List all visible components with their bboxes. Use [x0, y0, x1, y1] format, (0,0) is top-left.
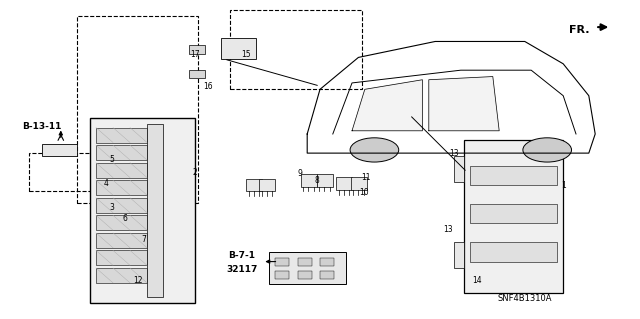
Bar	[269, 252, 346, 284]
Bar	[96, 215, 147, 230]
Bar	[221, 38, 256, 59]
Bar	[90, 118, 195, 303]
Polygon shape	[429, 77, 499, 131]
Bar	[246, 179, 262, 191]
Text: 10: 10	[358, 189, 369, 197]
Text: 8: 8	[314, 176, 319, 185]
Text: 11: 11	[362, 173, 371, 182]
Bar	[96, 250, 147, 265]
Text: 17: 17	[190, 50, 200, 59]
Polygon shape	[352, 80, 422, 131]
Bar	[470, 242, 557, 262]
Bar	[96, 145, 147, 160]
Text: 1: 1	[561, 181, 566, 189]
Text: 5: 5	[109, 155, 115, 164]
Bar	[259, 179, 275, 191]
Text: 12: 12	[133, 276, 142, 285]
Bar	[189, 70, 205, 78]
Bar	[42, 144, 77, 156]
Text: SNF4B1310A: SNF4B1310A	[497, 294, 552, 303]
Text: 2: 2	[193, 168, 198, 177]
Bar	[470, 204, 557, 223]
Bar	[317, 174, 333, 187]
Bar	[77, 16, 198, 203]
Bar	[454, 156, 464, 182]
Bar	[275, 258, 289, 266]
Bar	[464, 140, 563, 293]
Bar	[189, 45, 205, 54]
Bar	[96, 128, 147, 143]
Text: 6: 6	[122, 214, 127, 223]
Bar	[230, 10, 362, 89]
Bar	[147, 124, 163, 297]
Bar	[301, 174, 317, 187]
Bar	[96, 268, 147, 283]
Bar	[96, 198, 147, 213]
Bar	[29, 153, 93, 191]
Text: B-7-1: B-7-1	[228, 251, 255, 260]
Circle shape	[350, 138, 399, 162]
Bar	[320, 271, 334, 279]
Text: 7: 7	[141, 235, 147, 244]
Text: 13: 13	[449, 149, 460, 158]
Text: 13: 13	[443, 225, 453, 234]
Circle shape	[523, 138, 572, 162]
Bar	[96, 180, 147, 195]
Bar	[454, 242, 464, 268]
Bar	[298, 258, 312, 266]
Bar	[275, 271, 289, 279]
Bar	[96, 163, 147, 178]
Text: 32117: 32117	[226, 265, 258, 274]
Bar	[298, 271, 312, 279]
Text: FR.: FR.	[569, 25, 589, 35]
Text: 3: 3	[109, 203, 115, 212]
Text: 15: 15	[241, 50, 252, 59]
Text: 16: 16	[203, 82, 213, 91]
Bar	[470, 166, 557, 185]
Text: 14: 14	[472, 276, 482, 285]
Bar	[96, 233, 147, 248]
Bar	[351, 177, 367, 190]
Bar	[336, 177, 352, 190]
Text: B-13-11: B-13-11	[22, 122, 61, 130]
Bar	[320, 258, 334, 266]
Text: 4: 4	[103, 179, 108, 188]
Text: 9: 9	[297, 169, 302, 178]
